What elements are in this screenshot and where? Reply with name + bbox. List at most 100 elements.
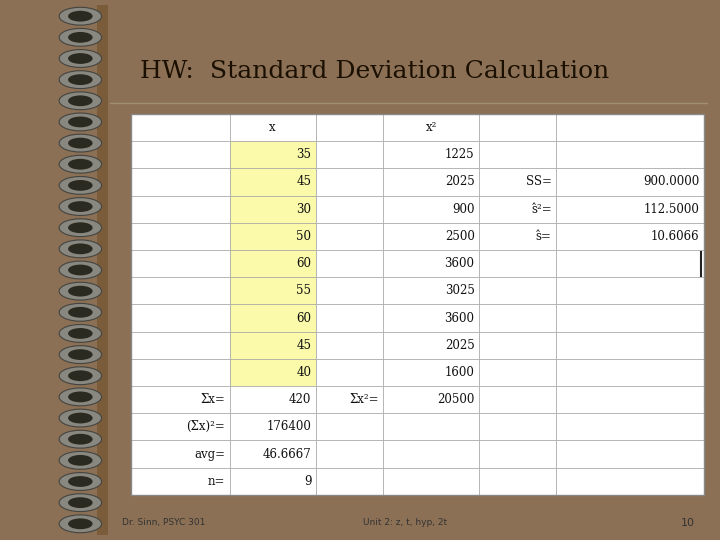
Text: 3600: 3600 — [444, 312, 474, 325]
Ellipse shape — [68, 455, 93, 465]
Bar — [230, 332, 316, 359]
Bar — [479, 222, 556, 250]
Bar — [316, 141, 384, 168]
Bar — [479, 195, 556, 222]
Text: n=: n= — [208, 475, 225, 488]
Ellipse shape — [68, 497, 93, 508]
Bar — [316, 332, 384, 359]
Ellipse shape — [59, 388, 102, 406]
Bar — [384, 250, 479, 277]
Text: (Σx)²=: (Σx)²= — [186, 420, 225, 434]
Bar — [230, 114, 316, 141]
Ellipse shape — [68, 138, 93, 148]
Ellipse shape — [59, 219, 102, 237]
Text: 60: 60 — [297, 257, 312, 270]
Ellipse shape — [68, 222, 93, 233]
Ellipse shape — [68, 413, 93, 423]
Text: 2025: 2025 — [445, 176, 474, 188]
Bar — [131, 441, 230, 468]
Text: ŝ=: ŝ= — [536, 230, 552, 243]
Text: 9: 9 — [304, 475, 312, 488]
Bar — [384, 168, 479, 195]
Bar — [230, 168, 316, 195]
Ellipse shape — [68, 265, 93, 275]
Text: 20500: 20500 — [437, 393, 474, 406]
Bar — [230, 195, 316, 222]
Text: 420: 420 — [289, 393, 312, 406]
Ellipse shape — [68, 328, 93, 339]
Ellipse shape — [68, 349, 93, 360]
Ellipse shape — [59, 409, 102, 427]
Bar — [384, 222, 479, 250]
Ellipse shape — [59, 451, 102, 469]
Bar — [556, 168, 703, 195]
Ellipse shape — [68, 244, 93, 254]
Ellipse shape — [59, 177, 102, 194]
Bar — [230, 277, 316, 305]
Ellipse shape — [59, 430, 102, 448]
Bar — [316, 168, 384, 195]
Bar — [384, 359, 479, 386]
Bar — [131, 305, 230, 332]
Ellipse shape — [68, 53, 93, 64]
Bar — [384, 332, 479, 359]
Ellipse shape — [59, 494, 102, 511]
Bar — [230, 141, 316, 168]
Bar — [479, 168, 556, 195]
Bar — [131, 386, 230, 413]
Bar — [384, 114, 479, 141]
Text: 60: 60 — [297, 312, 312, 325]
Text: 46.6667: 46.6667 — [263, 448, 312, 461]
Bar — [556, 332, 703, 359]
Bar — [479, 413, 556, 441]
Ellipse shape — [59, 8, 102, 25]
Bar — [316, 441, 384, 468]
Bar — [384, 386, 479, 413]
Text: 45: 45 — [297, 339, 312, 352]
Bar — [556, 222, 703, 250]
Bar — [316, 386, 384, 413]
Ellipse shape — [59, 92, 102, 110]
Bar — [556, 386, 703, 413]
Bar — [230, 222, 316, 250]
Text: 3600: 3600 — [444, 257, 474, 270]
Bar — [479, 250, 556, 277]
Text: 900.0000: 900.0000 — [643, 176, 699, 188]
Text: Unit 2: z, t, hyp, 2t: Unit 2: z, t, hyp, 2t — [363, 518, 447, 528]
Text: SS=: SS= — [526, 176, 552, 188]
Bar — [556, 141, 703, 168]
Bar — [316, 413, 384, 441]
Ellipse shape — [59, 29, 102, 46]
Ellipse shape — [68, 96, 93, 106]
Ellipse shape — [59, 71, 102, 89]
Ellipse shape — [59, 367, 102, 384]
Bar — [131, 222, 230, 250]
Bar — [131, 114, 703, 495]
Bar — [131, 141, 230, 168]
Bar — [384, 195, 479, 222]
Bar — [479, 441, 556, 468]
Ellipse shape — [59, 282, 102, 300]
Text: avg=: avg= — [194, 448, 225, 461]
Ellipse shape — [59, 346, 102, 363]
Ellipse shape — [68, 370, 93, 381]
Ellipse shape — [59, 325, 102, 342]
Bar — [316, 468, 384, 495]
Bar — [556, 413, 703, 441]
Bar — [230, 250, 316, 277]
Bar — [131, 195, 230, 222]
Text: 35: 35 — [297, 148, 312, 161]
Ellipse shape — [68, 159, 93, 170]
Ellipse shape — [59, 472, 102, 490]
Bar — [556, 277, 703, 305]
Text: 40: 40 — [297, 366, 312, 379]
Bar — [230, 305, 316, 332]
Ellipse shape — [68, 74, 93, 85]
Bar — [479, 277, 556, 305]
Ellipse shape — [68, 117, 93, 127]
Text: 112.5000: 112.5000 — [644, 202, 699, 215]
Bar — [479, 359, 556, 386]
Ellipse shape — [68, 518, 93, 529]
Bar — [230, 413, 316, 441]
Ellipse shape — [68, 307, 93, 318]
